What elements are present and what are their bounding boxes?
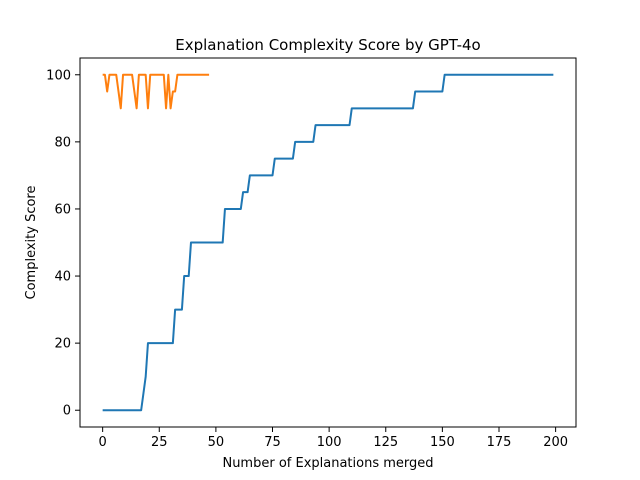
x-tick-label: 50 (208, 435, 225, 450)
x-tick-label: 150 (430, 435, 455, 450)
x-tick-label: 25 (151, 435, 168, 450)
x-tick-label: 75 (264, 435, 281, 450)
y-tick-label: 20 (54, 337, 71, 352)
x-axis-title: Number of Explanations merged (222, 456, 433, 471)
chart-title: Explanation Complexity Score by GPT-4o (175, 36, 480, 54)
y-tick-label: 40 (54, 270, 71, 285)
x-tick-label: 100 (317, 435, 342, 450)
series-layer (102, 73, 554, 412)
series-line-2 (102, 73, 210, 110)
x-tick-label: 125 (373, 435, 398, 450)
y-tick-label: 80 (54, 135, 71, 150)
x-tick-label: 200 (543, 435, 568, 450)
x-axis-ticks: 0 25 50 75 100 125 150 175 200 (99, 427, 568, 450)
series-line-1 (102, 73, 554, 412)
y-axis-ticks: 0 20 40 60 80 100 (46, 68, 80, 419)
plot-frame (79, 57, 577, 428)
y-axis-title: Complexity Score (24, 186, 39, 300)
y-tick-label: 100 (46, 68, 71, 83)
x-tick-label: 175 (487, 435, 512, 450)
x-tick-label: 0 (99, 435, 107, 450)
y-tick-label: 0 (63, 404, 71, 419)
y-tick-label: 60 (54, 202, 71, 217)
